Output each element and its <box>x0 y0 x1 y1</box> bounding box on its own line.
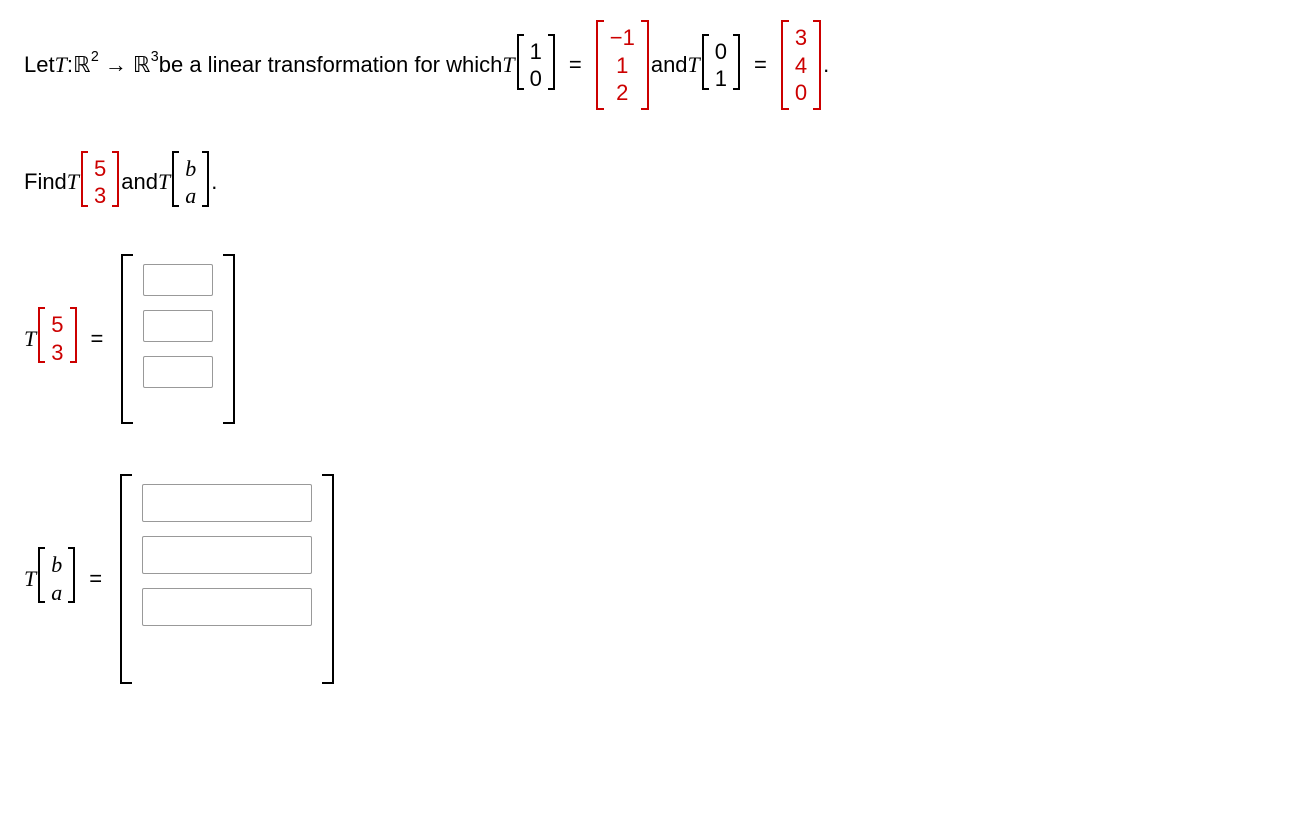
T-apply-2: T <box>688 52 700 78</box>
answer-row-1: T 5 3 = <box>24 254 1280 424</box>
answer-2-input-1[interactable] <box>142 484 312 522</box>
equals-ans-1: = <box>91 326 104 352</box>
T-apply-1: T <box>502 52 514 78</box>
vec-Te2: 3 4 0 <box>781 20 821 111</box>
equals-2: = <box>754 52 767 78</box>
period-1: . <box>823 52 829 78</box>
answer-1-input-1[interactable] <box>143 264 213 296</box>
answer-vec-1 <box>121 254 235 424</box>
answer-1-input-2[interactable] <box>143 310 213 342</box>
vec-e1: 1 0 <box>517 34 555 97</box>
R-to: ℝ <box>133 52 151 78</box>
answer-2-input-3[interactable] <box>142 588 312 626</box>
equals-1: = <box>569 52 582 78</box>
let-text: Let <box>24 52 55 78</box>
be-text: be a linear transformation for which <box>159 52 503 78</box>
problem-statement-line-1: Let T : ℝ2 → ℝ3 be a linear transformati… <box>24 20 1280 111</box>
R-from: ℝ <box>73 52 91 78</box>
vec-find-2: b a <box>172 151 209 214</box>
find-prefix: Find <box>24 169 67 195</box>
T-ans-1: T <box>24 326 36 352</box>
answer-1-input-3[interactable] <box>143 356 213 388</box>
find-line: Find T 5 3 and T b a . <box>24 151 1280 214</box>
period-2: . <box>211 169 217 195</box>
answer-2-input-2[interactable] <box>142 536 312 574</box>
vec-find-1: 5 3 <box>81 151 119 214</box>
equals-ans-2: = <box>89 566 102 592</box>
arrow: → <box>105 52 127 78</box>
vec-ans-lhs-2: b a <box>38 547 75 610</box>
vec-Te1: −1 1 2 <box>596 20 649 111</box>
T-find-1: T <box>67 169 79 195</box>
T-ans-2: T <box>24 566 36 592</box>
answer-vec-2 <box>120 474 334 684</box>
T-symbol: T <box>55 52 67 78</box>
vec-ans-lhs-1: 5 3 <box>38 307 76 370</box>
dim-to: 3 <box>151 49 159 65</box>
answer-row-2: T b a = <box>24 474 1280 684</box>
dim-from: 2 <box>91 49 99 65</box>
T-find-2: T <box>158 169 170 195</box>
and-text: and <box>651 52 688 78</box>
find-and: and <box>121 169 158 195</box>
vec-e2: 0 1 <box>702 34 740 97</box>
